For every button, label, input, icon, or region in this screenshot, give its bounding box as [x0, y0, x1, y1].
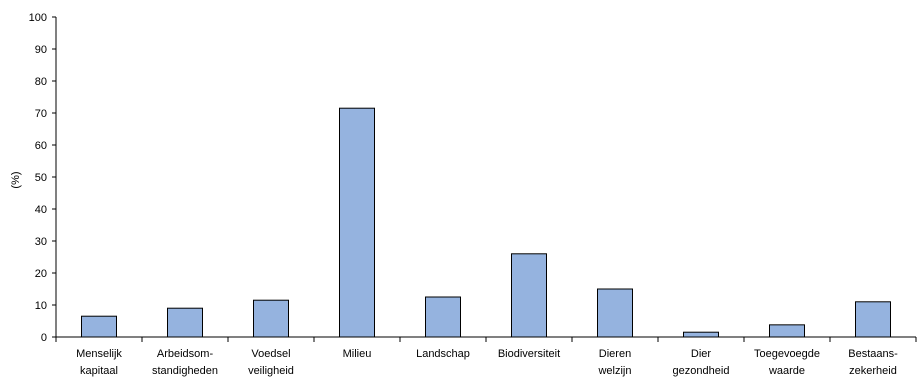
y-tick-label: 80	[35, 76, 47, 88]
y-axis: 0 10 20 30 40 50 60 70 80 90 100	[29, 12, 57, 344]
bar	[855, 301, 891, 338]
bar	[425, 296, 461, 338]
x-tick-label-line: kapitaal	[80, 365, 118, 377]
y-tick-label: 90	[35, 44, 47, 56]
y-tick-label: 20	[35, 268, 47, 280]
y-axis-title: (%)	[10, 171, 22, 188]
x-tick-label-line: Bestaans-	[848, 348, 898, 360]
x-tick-label-line: Landschap	[416, 348, 470, 360]
x-tick-label: Dier gezondheid	[673, 348, 730, 377]
bar	[167, 307, 203, 338]
bar	[339, 107, 375, 338]
y-tick-label: 60	[35, 140, 47, 152]
y-tick-label: 0	[41, 332, 47, 344]
bar	[253, 299, 289, 338]
x-tick-label-line: waarde	[768, 365, 805, 377]
x-tick-label-line: standigheden	[152, 365, 218, 377]
x-tick-label-line: zekerheid	[849, 365, 897, 377]
bar	[81, 315, 117, 338]
y-tick-label: 40	[35, 204, 47, 216]
x-tick-label: Voedsel veiligheid	[248, 348, 294, 377]
y-tick-label: 50	[35, 172, 47, 184]
x-tick-label: Landschap	[416, 348, 470, 360]
x-tick-label: Toegevoegde waarde	[754, 348, 820, 377]
y-tick-label: 100	[29, 12, 47, 24]
x-tick-label: Bestaans-zekerheid	[848, 348, 898, 377]
x-tick-label-line: Dieren	[599, 348, 631, 360]
bars	[81, 107, 891, 338]
x-axis: Menselijk kapitaal Arbeidsom-standigheden V…	[55, 336, 917, 377]
x-tick-label-line: Voedsel	[251, 348, 290, 360]
x-tick-label-line: gezondheid	[673, 365, 730, 377]
y-tick-label: 30	[35, 236, 47, 248]
x-tick-label-line: Biodiversiteit	[498, 348, 560, 360]
x-tick-label-line: Milieu	[343, 348, 372, 360]
bar	[683, 331, 719, 338]
y-tick-label: 70	[35, 108, 47, 120]
bar	[511, 253, 547, 338]
x-tick-label-line: Menselijk	[76, 348, 122, 360]
x-tick-label: Dieren welzijn	[597, 348, 631, 377]
x-tick-label-line: veiligheid	[248, 365, 294, 377]
x-tick-label-line: Arbeidsom-	[157, 348, 214, 360]
bar	[597, 288, 633, 338]
x-tick-label-line: welzijn	[597, 365, 631, 377]
x-tick-label: Biodiversiteit	[498, 348, 560, 360]
x-tick-label: Arbeidsom-standigheden	[152, 348, 218, 377]
x-tick-label-line: Toegevoegde	[754, 348, 820, 360]
x-tick-label: Menselijk kapitaal	[76, 348, 122, 377]
x-tick-label-line: Dier	[691, 348, 712, 360]
x-tick-label: Milieu	[343, 348, 372, 360]
y-tick-label: 10	[35, 300, 47, 312]
bar	[769, 324, 805, 338]
